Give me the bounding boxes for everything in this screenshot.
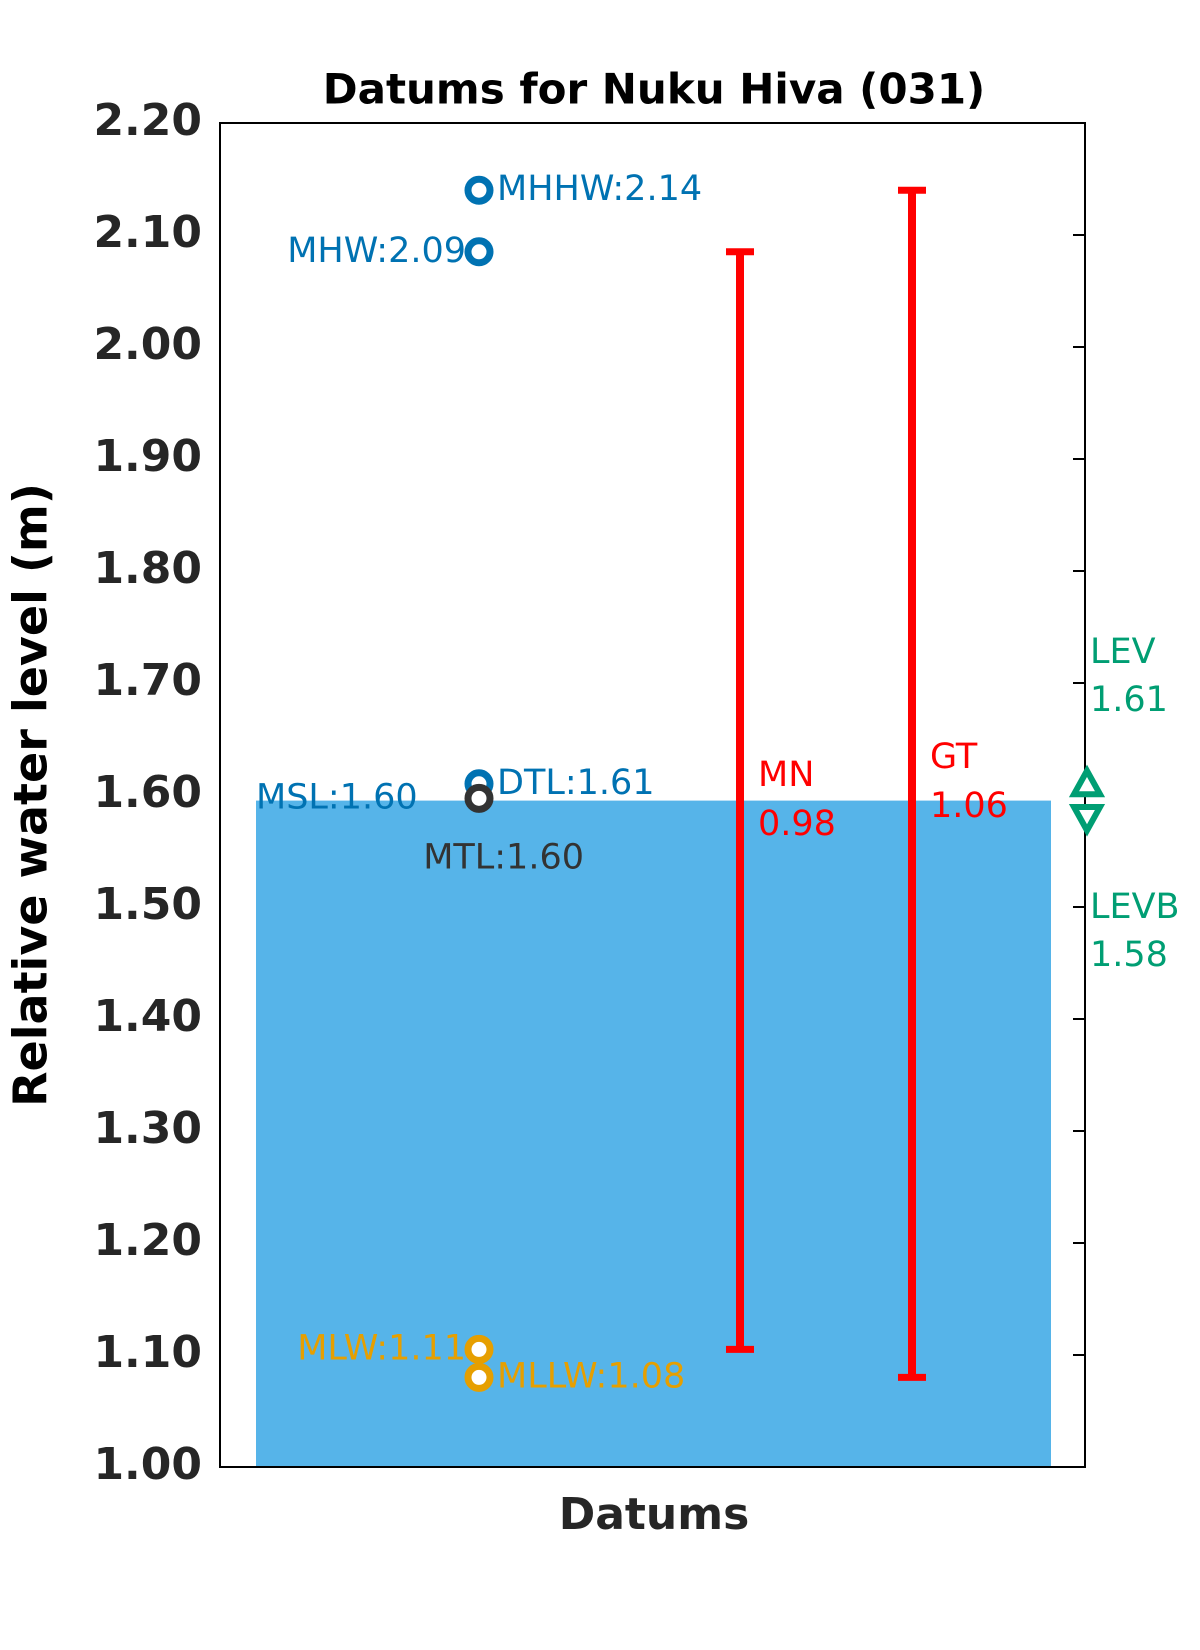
y-axis-label: Relative water level (m) (4, 483, 58, 1107)
range-label: 1.06 (930, 786, 1008, 826)
datum-label: MHW:2.09 (287, 231, 466, 271)
datum-point (464, 175, 494, 205)
extreme-marker (1068, 804, 1106, 837)
y-tick-label: 1.20 (93, 1215, 202, 1266)
datum-point (464, 237, 494, 267)
datum-point (464, 783, 494, 813)
extreme-label: 1.61 (1090, 680, 1168, 720)
y-tick-label: 2.00 (93, 319, 202, 370)
msl-bar (256, 800, 1051, 1467)
extreme-marker (1068, 764, 1106, 798)
datum-label: MHHW:2.14 (497, 169, 702, 209)
y-tick-label: 1.40 (93, 991, 202, 1042)
extreme-name: LEVB (1090, 887, 1180, 927)
datum-label: MLLW:1.08 (497, 1356, 685, 1396)
x-axis-label: Datums (559, 1489, 750, 1540)
y-tick-label: 1.50 (93, 879, 202, 930)
range-name: MN (758, 755, 814, 795)
extreme-name: LEV (1090, 632, 1156, 672)
y-tick-label: 1.30 (93, 1103, 202, 1154)
datum-point (464, 1362, 494, 1392)
y-tick-label: 1.60 (93, 767, 202, 818)
y-tick-label: 1.10 (93, 1327, 202, 1378)
y-tick-label: 2.20 (93, 95, 202, 146)
range-label: 0.98 (758, 804, 836, 844)
extreme-label: 1.58 (1090, 935, 1168, 975)
y-tick-label: 1.90 (93, 431, 202, 482)
chart-title: Datums for Nuku Hiva (031) (323, 65, 985, 114)
datum-label: DTL:1.61 (497, 763, 655, 803)
range-name: GT (930, 737, 978, 777)
datum-label: MTL:1.60 (423, 837, 584, 877)
bar-label: MSL:1.60 (256, 778, 418, 818)
datum-point (464, 1334, 494, 1364)
datum-label: MLW:1.11 (297, 1328, 466, 1368)
y-tick-label: 1.00 (93, 1439, 202, 1490)
y-tick-label: 1.70 (93, 655, 202, 706)
y-tick-label: 1.80 (93, 543, 202, 594)
y-tick-label: 2.10 (93, 207, 202, 258)
